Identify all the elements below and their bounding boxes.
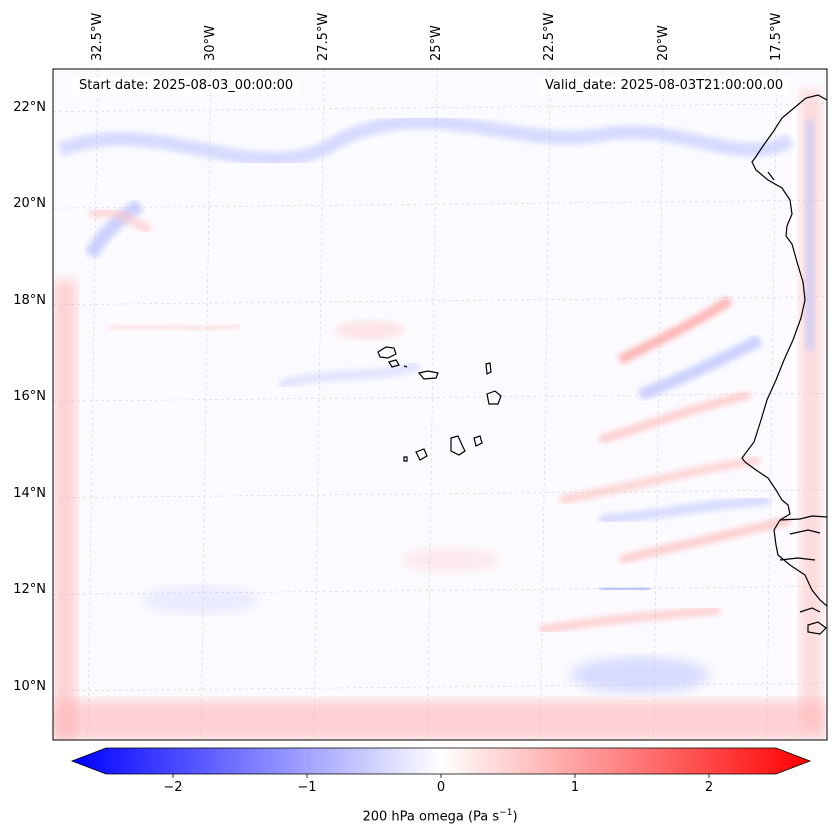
colorbar-tick-label: 1 — [570, 780, 580, 795]
colorbar-ticks — [172, 774, 710, 778]
meridian-line — [87, 69, 99, 740]
colorbar-tick-label: −1 — [297, 780, 317, 795]
latitude-label: 12°N — [13, 582, 46, 598]
colorbar-title-text: 200 hPa omega (Pa s — [362, 809, 500, 825]
meridian-line — [653, 69, 664, 740]
coastline — [377, 94, 827, 635]
longitude-label: 17.5°W — [768, 12, 784, 61]
longitude-label: 22.5°W — [542, 12, 558, 61]
colorbar-tick-label: 2 — [704, 780, 714, 795]
longitude-label: 30°W — [202, 25, 218, 61]
latitude-label: 20°N — [13, 196, 46, 212]
longitude-label: 20°W — [655, 25, 671, 61]
start-date-label: Start date: 2025-08-03_00:00:00 — [73, 77, 300, 95]
latitude-label: 10°N — [13, 678, 46, 694]
latitude-label: 14°N — [13, 485, 46, 501]
meridian-line — [426, 69, 438, 740]
latitude-label: 22°N — [13, 99, 46, 115]
omega-field — [53, 90, 827, 740]
colorbar-tick-label: −2 — [163, 780, 183, 795]
colorbar-title: 200 hPa omega (Pa s−1) — [290, 808, 590, 824]
colorbar-title-close: ) — [512, 809, 518, 825]
longitude-label: 25°W — [429, 25, 445, 61]
colorbar-title-exponent: −1 — [499, 808, 513, 818]
longitude-label: 32.5°W — [89, 12, 105, 61]
meridian-line — [313, 69, 325, 740]
colorbar-tick-label: 0 — [436, 780, 446, 795]
meridian-line — [766, 69, 777, 740]
map-frame — [52, 68, 828, 741]
latitude-label: 16°N — [13, 389, 46, 405]
gridlines — [53, 69, 827, 740]
latitude-label: 18°N — [13, 292, 46, 308]
meridian-line — [540, 69, 551, 740]
meridian-line — [200, 69, 212, 740]
colorbar — [70, 747, 812, 775]
valid-date-label: Valid_date: 2025-08-03T21:00:00.00 — [539, 77, 790, 95]
longitude-label: 27.5°W — [316, 12, 332, 61]
